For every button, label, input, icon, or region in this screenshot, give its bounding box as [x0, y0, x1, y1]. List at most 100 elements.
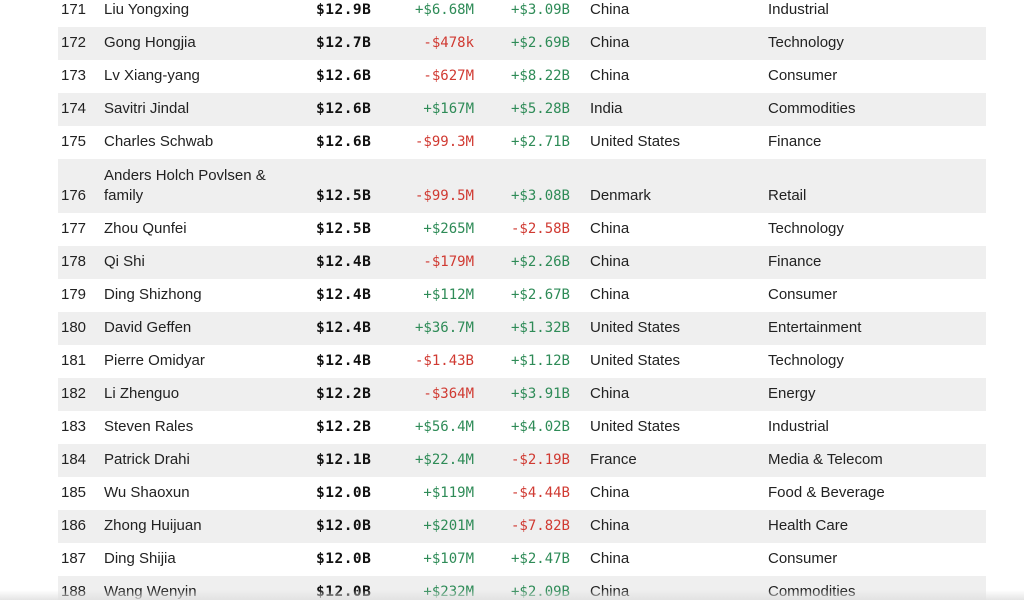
last-change-cell: -$99.3M	[414, 134, 474, 150]
last-change-cell: +$6.68M	[414, 2, 474, 18]
industry-cell: Retail	[768, 187, 807, 204]
rank-cell: 177	[61, 220, 87, 237]
name-cell: Liu Yongxing	[104, 1, 190, 18]
country-cell: China	[590, 484, 630, 501]
name-cell: Zhong Huijuan	[104, 517, 202, 534]
table-row[interactable]: 185 Wu Shaoxun $12.0B +$119M -$4.44B China Foo…	[58, 477, 986, 510]
last-change-cell: -$478k	[423, 35, 474, 51]
country-cell: China	[590, 1, 630, 18]
rank-cell: 184	[61, 451, 87, 468]
ytd-change-cell: +$2.71B	[510, 134, 570, 150]
net-worth-cell: $12.1B	[316, 452, 372, 468]
table-row[interactable]: 188 Wang Wenyin $12.0B +$232M +$2.09B China Co…	[58, 576, 986, 600]
country-cell: China	[590, 583, 630, 600]
industry-cell: Finance	[768, 133, 822, 150]
country-cell: China	[590, 34, 630, 51]
table-row[interactable]: 173 Lv Xiang-yang $12.6B -$627M +$8.22B China…	[58, 60, 986, 93]
name-cell: Wu Shaoxun	[104, 484, 190, 501]
ytd-change-cell: -$7.82B	[510, 518, 570, 534]
industry-cell: Consumer	[768, 550, 838, 567]
country-cell: United States	[590, 319, 681, 336]
name-cell: Ding Shizhong	[104, 286, 202, 303]
industry-cell: Industrial	[768, 1, 829, 18]
ytd-change-cell: +$3.08B	[510, 188, 570, 204]
industry-cell: Entertainment	[768, 319, 862, 336]
table-row[interactable]: 181 Pierre Omidyar $12.4B -$1.43B +$1.12B Uni…	[58, 345, 986, 378]
table-row[interactable]: 184 Patrick Drahi $12.1B +$22.4M -$2.19B Fran…	[58, 444, 986, 477]
industry-cell: Energy	[768, 385, 816, 402]
industry-cell: Technology	[768, 34, 844, 51]
name-cell: David Geffen	[104, 319, 192, 336]
last-change-cell: -$99.5M	[414, 188, 474, 204]
net-worth-cell: $12.6B	[316, 68, 372, 84]
net-worth-cell: $12.0B	[316, 584, 372, 600]
industry-cell: Finance	[768, 253, 822, 270]
name-cell: Qi Shi	[104, 253, 145, 270]
table-row[interactable]: 171 Liu Yongxing $12.9B +$6.68M +$3.09B China…	[58, 0, 986, 27]
ytd-change-cell: +$8.22B	[510, 68, 570, 84]
ytd-change-cell: +$1.32B	[510, 320, 570, 336]
industry-cell: Technology	[768, 352, 844, 369]
rank-cell: 178	[61, 253, 87, 270]
net-worth-cell: $12.2B	[316, 386, 372, 402]
last-change-cell: +$107M	[423, 551, 474, 567]
country-cell: France	[590, 451, 637, 468]
net-worth-cell: $12.5B	[316, 221, 372, 237]
table-row[interactable]: 179 Ding Shizhong $12.4B +$112M +$2.67B China…	[58, 279, 986, 312]
rank-cell: 188	[61, 583, 87, 600]
ytd-change-cell: -$2.19B	[510, 452, 570, 468]
net-worth-cell: $12.4B	[316, 287, 372, 303]
table-row[interactable]: 176 Anders Holch Povlsen & family $12.5B -$…	[58, 159, 986, 213]
table-row[interactable]: 175 Charles Schwab $12.6B -$99.3M +$2.71B Uni…	[58, 126, 986, 159]
name-cell: Lv Xiang-yang	[104, 67, 200, 84]
net-worth-cell: $12.6B	[316, 134, 372, 150]
table-row[interactable]: 187 Ding Shijia $12.0B +$107M +$2.47B China Co…	[58, 543, 986, 576]
rank-cell: 187	[61, 550, 87, 567]
country-cell: United States	[590, 133, 681, 150]
rank-cell: 183	[61, 418, 87, 435]
table-row[interactable]: 186 Zhong Huijuan $12.0B +$201M -$7.82B China…	[58, 510, 986, 543]
industry-cell: Commodities	[768, 100, 856, 117]
rank-cell: 176	[61, 187, 87, 204]
name-cell: Li Zhenguo	[104, 385, 180, 402]
country-cell: United States	[590, 418, 681, 435]
last-change-cell: -$627M	[423, 68, 474, 84]
rank-cell: 181	[61, 352, 87, 369]
rank-cell: 172	[61, 34, 87, 51]
name-cell: Wang Wenyin	[104, 583, 197, 600]
table-row[interactable]: 174 Savitri Jindal $12.6B +$167M +$5.28B Indi…	[58, 93, 986, 126]
industry-cell: Consumer	[768, 286, 838, 303]
last-change-cell: -$1.43B	[414, 353, 474, 369]
net-worth-cell: $12.2B	[316, 419, 372, 435]
table-row[interactable]: 178 Qi Shi $12.4B -$179M +$2.26B China Finance	[58, 246, 986, 279]
name-cell: Patrick Drahi	[104, 451, 190, 468]
net-worth-cell: $12.4B	[316, 320, 372, 336]
last-change-cell: -$364M	[423, 386, 474, 402]
billionaires-table: 171 Liu Yongxing $12.9B +$6.68M +$3.09B China…	[58, 0, 986, 600]
table-row[interactable]: 182 Li Zhenguo $12.2B -$364M +$3.91B China Ene…	[58, 378, 986, 411]
rank-cell: 180	[61, 319, 87, 336]
table-row[interactable]: 177 Zhou Qunfei $12.5B +$265M -$2.58B China Te…	[58, 213, 986, 246]
table-row[interactable]: 183 Steven Rales $12.2B +$56.4M +$4.02B Unite…	[58, 411, 986, 444]
last-change-cell: +$112M	[423, 287, 474, 303]
net-worth-cell: $12.0B	[316, 518, 372, 534]
rank-cell: 179	[61, 286, 87, 303]
industry-cell: Health Care	[768, 517, 849, 534]
last-change-cell: +$56.4M	[414, 419, 474, 435]
name-cell: Pierre Omidyar	[104, 352, 205, 369]
country-cell: China	[590, 550, 630, 567]
table-row[interactable]: 180 David Geffen $12.4B +$36.7M +$1.32B Unite…	[58, 312, 986, 345]
net-worth-cell: $12.5B	[316, 188, 372, 204]
name-cell: Ding Shijia	[104, 550, 176, 567]
name-cell: Gong Hongjia	[104, 34, 196, 51]
net-worth-cell: $12.0B	[316, 551, 372, 567]
rank-cell: 186	[61, 517, 87, 534]
net-worth-cell: $12.4B	[316, 353, 372, 369]
table-row[interactable]: 172 Gong Hongjia $12.7B -$478k +$2.69B China T…	[58, 27, 986, 60]
last-change-cell: +$232M	[423, 584, 474, 600]
industry-cell: Consumer	[768, 67, 838, 84]
last-change-cell: +$201M	[423, 518, 474, 534]
ytd-change-cell: +$5.28B	[510, 101, 570, 117]
ytd-change-cell: -$2.58B	[510, 221, 570, 237]
ytd-change-cell: +$2.47B	[510, 551, 570, 567]
